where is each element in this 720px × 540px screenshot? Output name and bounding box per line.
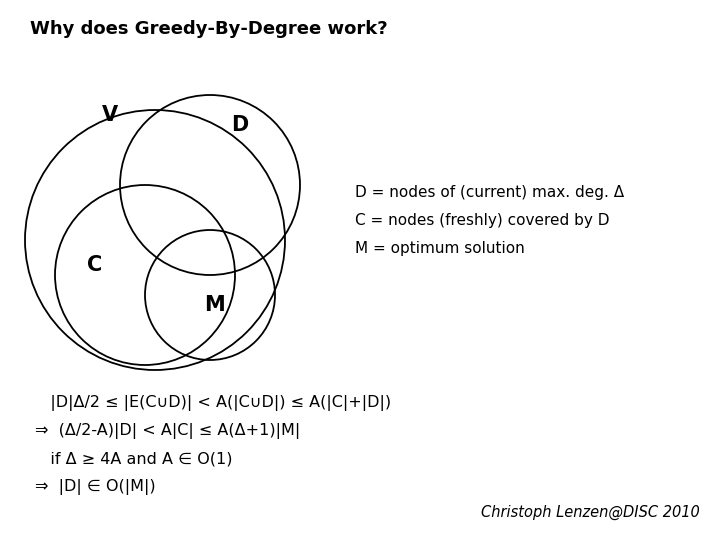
Text: M = optimum solution: M = optimum solution <box>355 241 525 256</box>
Text: C = nodes (freshly) covered by D: C = nodes (freshly) covered by D <box>355 213 610 228</box>
Text: D = nodes of (current) max. deg. Δ: D = nodes of (current) max. deg. Δ <box>355 185 624 200</box>
Text: ⇒  (Δ/2-A)|D| < A|C| ≤ A(Δ+1)|M|: ⇒ (Δ/2-A)|D| < A|C| ≤ A(Δ+1)|M| <box>35 423 300 439</box>
Text: D: D <box>231 115 248 135</box>
Text: M: M <box>204 295 225 315</box>
Text: V: V <box>102 105 118 125</box>
Text: |D|Δ/2 ≤ |E(C∪D)| < A(|C∪D|) ≤ A(|C|+|D|): |D|Δ/2 ≤ |E(C∪D)| < A(|C∪D|) ≤ A(|C|+|D|… <box>35 395 391 411</box>
Text: C: C <box>87 255 103 275</box>
Text: ⇒  |D| ∈ O(|M|): ⇒ |D| ∈ O(|M|) <box>35 479 156 495</box>
Text: if Δ ≥ 4A and A ∈ O(1): if Δ ≥ 4A and A ∈ O(1) <box>35 451 233 466</box>
Text: Christoph Lenzen@DISC 2010: Christoph Lenzen@DISC 2010 <box>481 505 700 520</box>
Text: Why does Greedy-By-Degree work?: Why does Greedy-By-Degree work? <box>30 20 387 38</box>
